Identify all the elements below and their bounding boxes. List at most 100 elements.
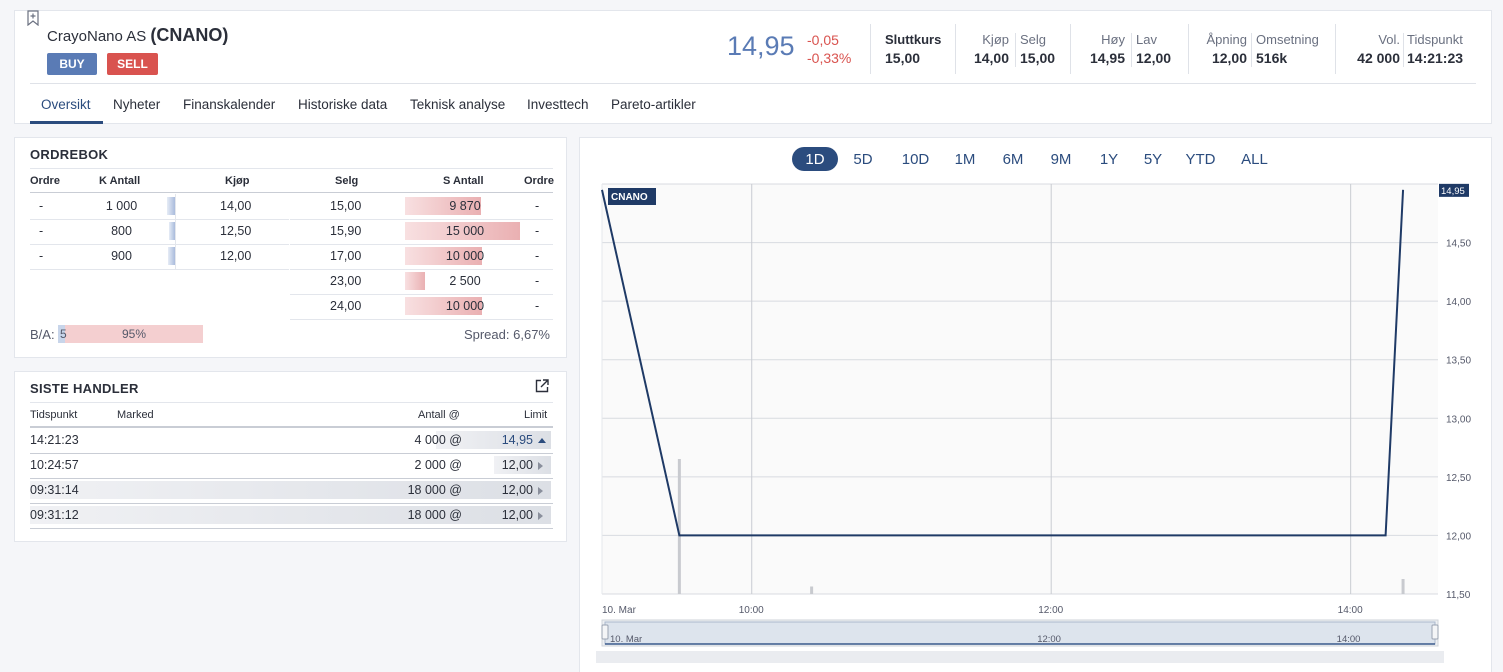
instrument-header: CrayoNano AS (CNANO) BUY SELL 14,95 -0,0… (14, 10, 1492, 124)
recent-trades-panel: SISTE HANDLER Tidspunkt Marked Antall @ … (14, 371, 567, 542)
external-link-icon[interactable] (535, 379, 549, 393)
range-10d[interactable]: 10D (901, 150, 930, 168)
trade-time: 10:24:57 (30, 458, 79, 472)
trade-qty: 18 000 @ (407, 508, 462, 522)
bid-orders: - (39, 249, 44, 263)
trade-qty: 2 000 @ (414, 458, 462, 472)
price-chart[interactable]: 11,50 12,00 12,50 13,00 13,50 14,00 14,50 10. M… (580, 138, 1491, 668)
ask-orders: - (535, 249, 540, 263)
range-1d[interactable]: 1D (792, 147, 838, 171)
high-label: Høy (1101, 32, 1125, 47)
x-tick-label: 14:00 (1338, 605, 1363, 616)
divider (1403, 33, 1404, 67)
tab-investtech[interactable]: Investtech (527, 97, 589, 112)
range-all[interactable]: ALL (1241, 150, 1268, 168)
sell-button[interactable]: SELL (107, 53, 158, 75)
volume-stat: Vol. 42 000 (1345, 32, 1400, 68)
range-9m[interactable]: 9M (1050, 150, 1072, 168)
y-tick-label: 11,50 (1446, 590, 1471, 601)
ba-bid-value: 5 (60, 327, 67, 341)
ask-depth-bar (405, 272, 425, 290)
trade-time: 09:31:12 (30, 508, 79, 522)
orderbook-panel: ORDREBOK Ordre K Antall Kjøp Selg S Anta… (14, 137, 567, 358)
ask-value: 15,00 (1020, 50, 1056, 66)
buy-button[interactable]: BUY (47, 53, 97, 75)
active-tab-indicator (30, 121, 103, 124)
trade-price: 12,00 (501, 508, 533, 522)
range-5d[interactable]: 5D (853, 150, 873, 168)
ask-depth-bar (405, 197, 481, 215)
divider (290, 219, 553, 220)
ask-qty: 15 000 (445, 224, 485, 238)
turnover-value: 516k (1256, 50, 1288, 66)
divider (1131, 33, 1132, 67)
bid-orders: - (39, 224, 44, 238)
open-value: 12,00 (1211, 50, 1247, 66)
spread-value: 6,67% (513, 327, 550, 342)
col-header-bid-orders: Ordre (30, 175, 60, 187)
divider (30, 269, 289, 270)
col-header-time: Tidspunkt (30, 409, 78, 421)
volume-value: 42 000 (1357, 50, 1400, 66)
close-value: 15,00 (885, 50, 921, 66)
bid-qty: 1 000 (105, 199, 138, 213)
tab-pareto-artikler[interactable]: Pareto-artikler (611, 97, 696, 112)
divider (870, 24, 871, 74)
trade-time: 09:31:14 (30, 483, 79, 497)
divider (30, 192, 553, 193)
navigator-label: 10. Mar (610, 634, 642, 645)
open-label: Åpning (1206, 32, 1247, 47)
ask-price: 15,00 (330, 199, 362, 213)
divider (290, 244, 553, 245)
range-6m[interactable]: 6M (1002, 150, 1024, 168)
last-price: 14,95 (727, 31, 795, 61)
bid-label: Kjøp (982, 32, 1009, 47)
ask-depth-bar (405, 222, 520, 240)
close-stat: Sluttkurs 15,00 (885, 32, 941, 68)
tab-finanskalender[interactable]: Finanskalender (183, 97, 276, 112)
divider (1015, 33, 1016, 67)
bid-price: 12,50 (220, 224, 252, 238)
tab-nyheter[interactable]: Nyheter (113, 97, 161, 112)
company-title: CrayoNano AS (CNANO) (47, 25, 228, 46)
col-header-ask-orders: Ordre (524, 175, 554, 187)
col-header-qty: Antall @ (418, 409, 460, 421)
bid-value: 14,00 (973, 50, 1009, 66)
tab-historiske-data[interactable]: Historiske data (298, 97, 388, 112)
time-label: Tidspunkt (1407, 32, 1463, 47)
divider (30, 219, 289, 220)
ask-price: 23,00 (330, 274, 362, 288)
low-label: Lav (1136, 32, 1157, 47)
ask-orders: - (535, 199, 540, 213)
y-tick-label: 13,00 (1446, 414, 1471, 425)
ask-qty: 9 870 (449, 199, 481, 213)
ask-price: 17,00 (330, 249, 362, 263)
ask-stat: Selg 15,00 (1020, 32, 1055, 68)
time-stat: Tidspunkt 14:21:23 (1407, 32, 1463, 68)
range-ytd[interactable]: YTD (1185, 150, 1216, 168)
divider (1070, 24, 1071, 74)
trades-title: SISTE HANDLER (30, 381, 139, 396)
range-5y[interactable]: 5Y (1143, 150, 1163, 168)
last-price-tag (1439, 183, 1469, 197)
high-stat: Høy 14,95 (1085, 32, 1125, 68)
navigator-scrollbar (596, 651, 1444, 663)
price-line (601, 189, 1405, 537)
y-tick-label: 13,50 (1446, 356, 1471, 367)
range-1y[interactable]: 1Y (1099, 150, 1119, 168)
divider (30, 528, 553, 529)
volume-bar (677, 459, 681, 594)
tab-oversikt[interactable]: Oversikt (41, 97, 91, 112)
navigator-handle-right (1431, 624, 1439, 640)
arrow-right-icon (538, 512, 543, 520)
bookmark-add-icon[interactable] (27, 10, 39, 26)
tab-teknisk-analyse[interactable]: Teknisk analyse (410, 97, 506, 112)
divider (30, 426, 553, 428)
trade-volume-bar (30, 506, 551, 524)
high-value: 14,95 (1089, 50, 1125, 66)
y-tick-label: 12,50 (1446, 473, 1471, 484)
bid-depth-bar (166, 197, 175, 215)
open-stat: Åpning 12,00 (1201, 32, 1247, 68)
range-1m[interactable]: 1M (954, 150, 976, 168)
ask-qty: 10 000 (445, 249, 485, 263)
